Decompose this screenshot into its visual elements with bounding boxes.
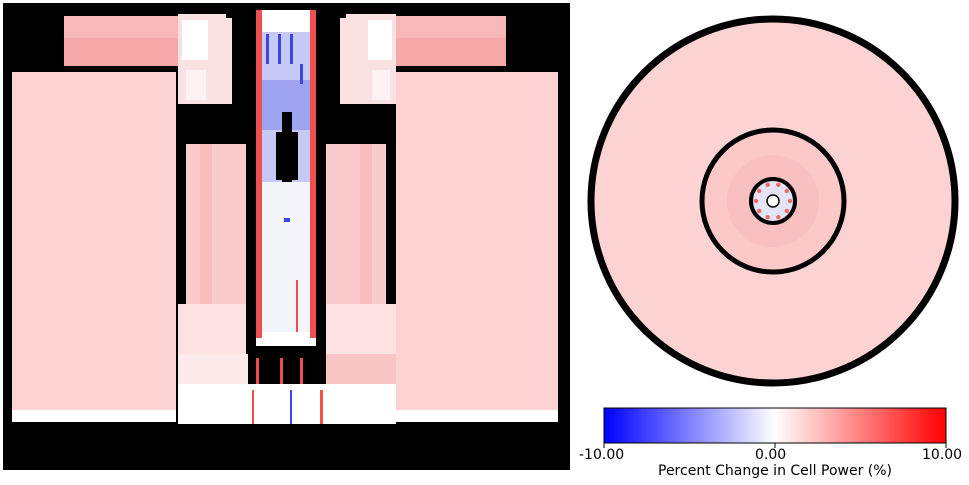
- left-upper-inner-white2: [186, 70, 206, 100]
- left-inner-column: [186, 144, 246, 304]
- core-hot-pin: [787, 198, 793, 204]
- colorbar-title: Percent Change in Cell Power (%): [658, 463, 893, 479]
- channel-top-cap-left: [226, 8, 256, 18]
- colorbar-tick-label-min: -10.00: [579, 447, 625, 463]
- core-center: [766, 194, 780, 208]
- core-hot-pin: [784, 188, 789, 194]
- bottom-center-blue-line: [290, 390, 292, 424]
- bottom-center-red-line-1: [256, 356, 259, 384]
- channel-blue-stripe-4: [300, 64, 303, 84]
- right-inner-column-stripe: [360, 144, 372, 304]
- channel-lower-red-line: [296, 280, 298, 332]
- core-hot-pins: [753, 182, 793, 220]
- right-shoulder: [320, 104, 396, 144]
- channel-rod-head: [276, 132, 298, 180]
- axial-section-panel: [3, 3, 570, 470]
- right-inner-column: [326, 144, 386, 304]
- core-hot-pin: [776, 182, 781, 187]
- right-lower-block: [326, 304, 396, 354]
- core-hot-pin: [765, 215, 770, 220]
- radial-section-panel: [587, 15, 959, 387]
- core-hot-pin: [776, 215, 781, 220]
- channel-top-cap-right: [316, 8, 346, 18]
- colorbar-tick-label-mid: 0.00: [755, 447, 787, 463]
- bottom-center-red-line-2: [280, 356, 283, 384]
- bottom-center-red-line-5: [252, 390, 254, 424]
- channel-left-red-wall: [256, 10, 262, 338]
- bottom-center-red-line-3: [300, 356, 303, 384]
- left-top-block-strip: [64, 38, 178, 66]
- core-hot-pin: [757, 188, 762, 194]
- right-top-block-strip: [396, 38, 506, 66]
- left-lower-white-band: [12, 410, 176, 422]
- bottom-center-block: [178, 384, 396, 424]
- channel-lower-white: [262, 182, 310, 332]
- left-lower-block2: [178, 354, 248, 384]
- right-upper-inner-white: [368, 20, 392, 60]
- core-hot-pin: [753, 198, 759, 204]
- left-lower-block: [178, 304, 246, 354]
- core-hot-pin: [784, 208, 789, 214]
- channel-blue-stripe-3: [290, 34, 293, 64]
- left-inner-column-stripe: [200, 144, 212, 304]
- channel-right-red-wall: [310, 10, 316, 338]
- channel-bottom-cap: [250, 346, 322, 356]
- channel-blue-stripe-2: [278, 34, 281, 64]
- colorbar-bar: [603, 407, 947, 444]
- colorbar: [603, 407, 947, 448]
- right-lower-block2: [326, 354, 396, 384]
- left-upper-inner-white: [182, 20, 208, 60]
- core-hot-pin: [765, 182, 770, 187]
- channel-blue-stripe-1: [266, 34, 269, 64]
- bottom-center-red-line-4: [320, 390, 323, 424]
- right-outer-region: [396, 72, 558, 412]
- right-lower-white-band: [396, 410, 558, 422]
- left-outer-region: [12, 72, 176, 412]
- core-hot-pin: [757, 208, 762, 214]
- colorbar-tick-label-max: 10.00: [922, 447, 963, 463]
- channel-small-blue: [284, 218, 290, 222]
- left-shoulder: [176, 104, 252, 144]
- right-upper-inner-white2: [372, 70, 390, 100]
